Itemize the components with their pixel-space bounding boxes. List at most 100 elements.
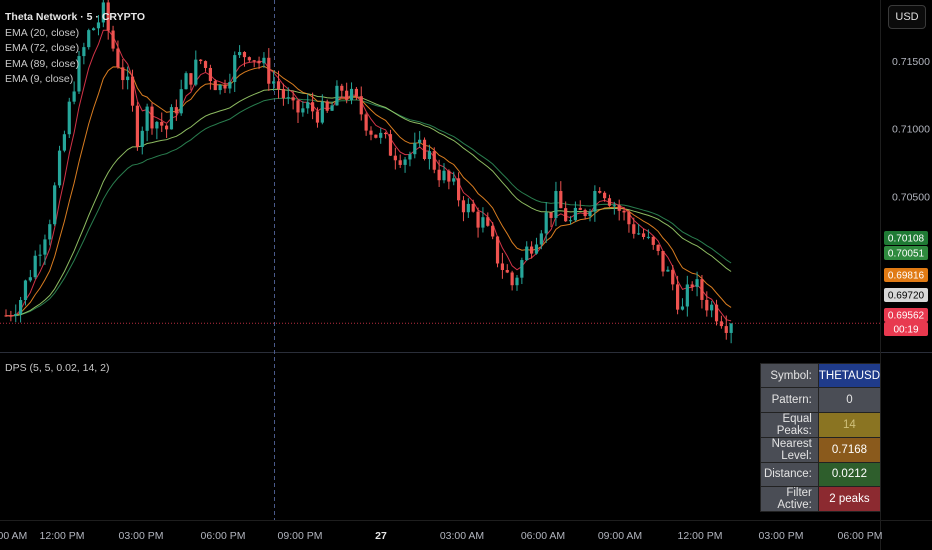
price-tag-label: 00:19 — [893, 325, 918, 336]
ema-89-label[interactable]: EMA (89, close) — [5, 57, 80, 70]
candle-body — [612, 205, 616, 207]
candle-body — [330, 105, 334, 111]
candle-body — [583, 209, 587, 217]
indicator-pane-label[interactable]: DPS (5, 5, 0.02, 14, 2) — [5, 362, 110, 374]
time-axis-label: 06:00 PM — [201, 530, 246, 542]
candle-body — [724, 326, 728, 333]
candle-body — [437, 169, 441, 181]
candle-body — [651, 236, 655, 245]
time-axis-label: 03:00 PM — [759, 530, 804, 542]
candle-body — [311, 102, 315, 112]
info-key: Pattern: — [760, 387, 819, 413]
ema-9-label[interactable]: EMA (9, close) — [5, 73, 74, 85]
candle-body — [121, 67, 125, 81]
candle-body — [632, 224, 636, 234]
candle-body — [656, 244, 660, 251]
info-row: Filter Active: 2 peaks — [760, 485, 882, 512]
candle-body — [145, 106, 149, 131]
candle-body — [349, 88, 354, 100]
candle-body — [106, 2, 110, 31]
price-tag-label: 0.69720 — [888, 291, 925, 302]
candle-body — [578, 207, 582, 210]
candle-body — [544, 212, 548, 234]
info-row: Nearest Level: 0.7168 — [760, 436, 882, 463]
candle-body — [364, 114, 368, 131]
candle-body — [564, 208, 568, 222]
candle-body — [296, 100, 300, 113]
candle-body — [238, 52, 242, 56]
symbol-title[interactable]: Theta Network · 5 · CRYPTO — [5, 11, 146, 23]
candle-body — [38, 254, 42, 256]
ema-20-label[interactable]: EMA (20, close) — [5, 26, 80, 39]
candle-body — [174, 107, 178, 114]
candle-body — [559, 191, 563, 209]
price-tag-label: 0.69562 — [888, 311, 925, 322]
candle-body — [43, 239, 47, 255]
time-axis-label: 9:00 AM — [0, 530, 27, 542]
candle-body — [169, 107, 174, 130]
candle-body — [500, 263, 504, 270]
info-row: Pattern: 0 — [760, 387, 882, 413]
currency-button[interactable]: USD — [888, 5, 926, 29]
candle-body — [306, 102, 310, 109]
info-value: 14 — [817, 411, 882, 438]
candle-body — [155, 121, 159, 129]
info-value: 2 peaks — [817, 485, 882, 512]
candle-body — [72, 91, 76, 102]
candle-body — [393, 155, 397, 161]
candle-body — [466, 203, 470, 213]
candle-body — [481, 217, 485, 228]
candle-body — [96, 22, 101, 29]
candle-body — [525, 246, 529, 261]
price-tag-bg — [884, 308, 928, 322]
candle-body — [700, 279, 704, 300]
candle-body — [476, 211, 480, 228]
candle-body — [588, 211, 592, 217]
info-value: 0.7168 — [817, 436, 882, 463]
candle-body — [140, 130, 144, 147]
candle-body — [671, 269, 675, 285]
candle-body — [549, 212, 553, 218]
candle-body — [359, 96, 363, 115]
candle-body — [315, 111, 320, 123]
candle-body — [505, 269, 509, 273]
candle-body — [471, 203, 475, 212]
candle-body — [676, 284, 680, 310]
time-axis-label: 12:00 PM — [678, 530, 723, 542]
candle-body — [87, 30, 91, 48]
candle-body — [340, 85, 344, 91]
candle-body — [116, 48, 120, 68]
ema-72-label[interactable]: EMA (72, close) — [5, 42, 80, 54]
candle-body — [680, 306, 685, 310]
candle-body — [530, 246, 534, 254]
info-row: Symbol: THETAUSD — [760, 362, 882, 389]
candle-body — [19, 300, 23, 314]
ema72-line — [6, 88, 732, 317]
candle-body — [301, 108, 305, 113]
candle-body — [661, 250, 665, 272]
candle-body — [213, 81, 217, 91]
info-value: 0.0212 — [817, 461, 882, 487]
candle-body — [67, 101, 71, 135]
candle-body — [335, 85, 339, 106]
info-key: Equal Peaks: — [760, 411, 819, 438]
info-key: Symbol: — [760, 362, 819, 389]
time-axis-label: 03:00 PM — [119, 530, 164, 542]
candle-body — [641, 233, 646, 238]
info-row: Equal Peaks: 14 — [760, 411, 882, 438]
chart-legend: Theta Network · 5 · CRYPTO EMA (20, clos… — [5, 10, 145, 88]
time-axis-label: 09:00 AM — [598, 530, 642, 542]
price-tick-label: 0.71500 — [892, 56, 930, 68]
time-axis-label: 27 — [375, 530, 387, 542]
price-tick-label: 0.71000 — [892, 124, 930, 136]
price-tick-label: 0.70500 — [892, 191, 930, 203]
time-axis-label: 06:00 PM — [838, 530, 883, 542]
candle-body — [179, 89, 183, 114]
candle-body — [534, 244, 539, 254]
candle-body — [729, 323, 733, 333]
time-axis-label: 03:00 AM — [440, 530, 484, 542]
candle-body — [515, 277, 519, 286]
candle-body — [379, 132, 383, 138]
candle-body — [291, 97, 295, 101]
